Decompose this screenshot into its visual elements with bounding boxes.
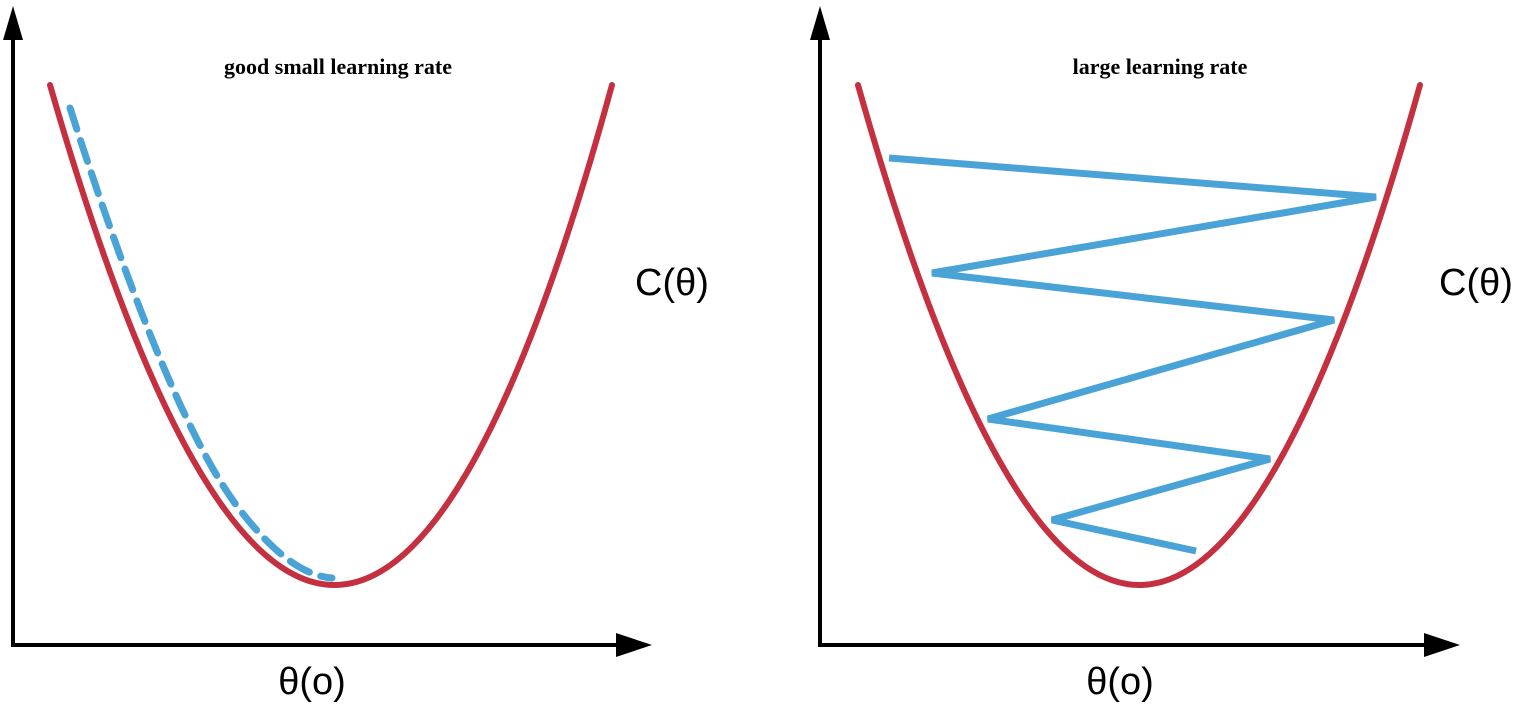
descent-path-dashed [66, 104, 336, 582]
x-axis-arrow-icon [616, 633, 652, 657]
panel-large-learning-rate: large learning rate C(θ) θ(o) [810, 6, 1513, 703]
y-axis-label: C(θ) [635, 262, 709, 304]
y-axis-label: C(θ) [1439, 262, 1513, 304]
cost-curve [47, 82, 615, 588]
y-axis-arrow-icon [3, 6, 23, 40]
x-axis-label: θ(o) [278, 661, 346, 703]
cost-curve [855, 82, 1423, 588]
descent-path-zigzag [888, 154, 1377, 555]
x-axis-arrow-icon [1424, 633, 1460, 657]
y-axis-arrow-icon [810, 6, 830, 40]
x-axis-label: θ(o) [1086, 661, 1154, 703]
panel-small-learning-rate: good small learning rate C(θ) θ(o) [3, 6, 709, 703]
panel-title: large learning rate [1073, 54, 1248, 79]
panel-title: good small learning rate [224, 54, 452, 79]
